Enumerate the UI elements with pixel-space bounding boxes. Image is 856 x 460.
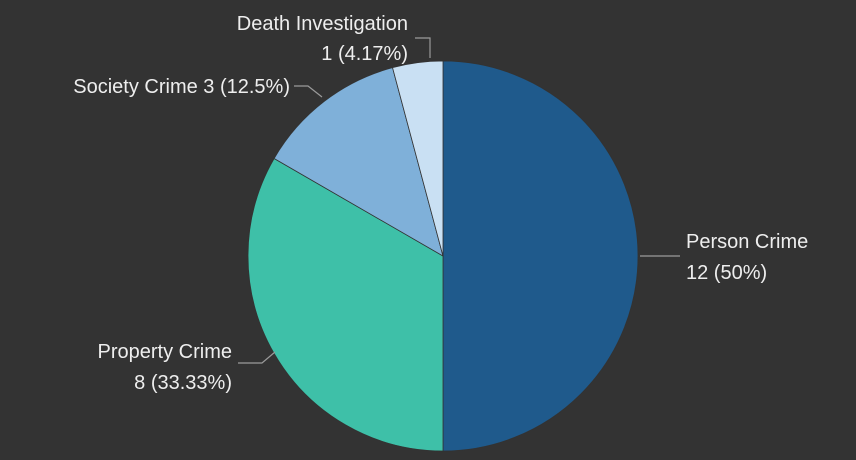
slice-society-crime[interactable] [273,67,444,257]
leader-lines [238,37,680,364]
slice-person-crime[interactable] [442,60,639,452]
data-label-death-investigation: Death Investigation [237,13,408,35]
slice-labels: Person Crime 12 (50%) Property Crime 8 (33.… [73,13,808,394]
data-label-person-crime: 12 (50%) [686,262,767,284]
leader-line-death-investigation [415,37,431,58]
data-label-person-crime: Person Crime [686,231,808,253]
data-label-property-crime: Property Crime [98,341,232,363]
leader-line-society-crime [294,85,323,98]
pie-slices [247,60,639,452]
data-label-property-crime: 8 (33.33%) [134,372,232,394]
data-label-society-crime: Society Crime 3 (12.5%) [73,76,290,98]
leader-line-property-crime [238,351,276,364]
data-label-death-investigation: 1 (4.17%) [321,43,408,65]
slice-death-investigation[interactable] [392,60,444,257]
